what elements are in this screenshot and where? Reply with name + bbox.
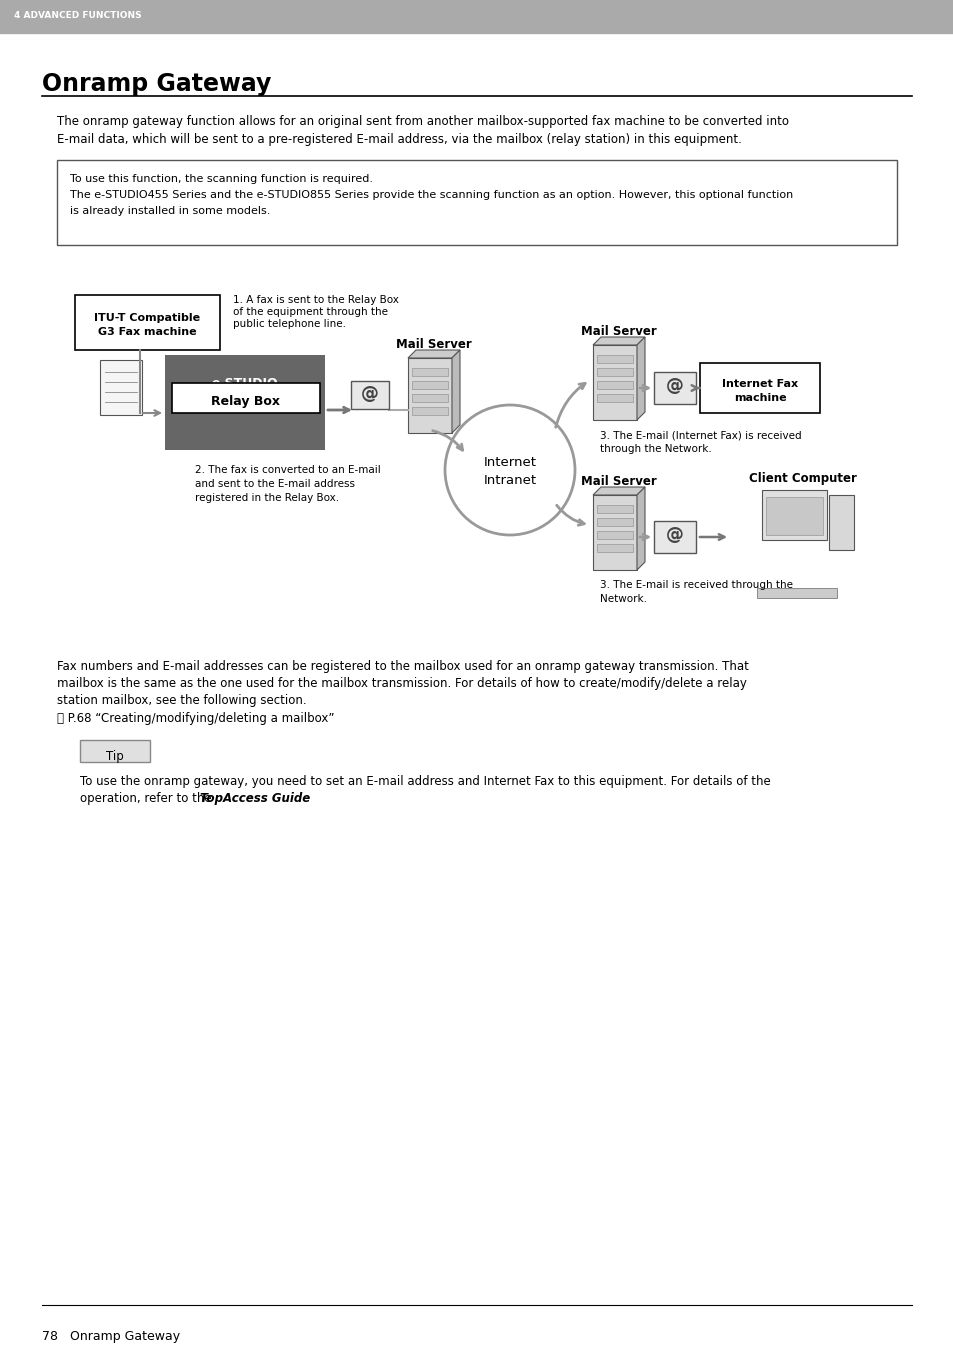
Text: through the Network.: through the Network. — [599, 444, 711, 454]
Polygon shape — [593, 486, 644, 494]
Text: The onramp gateway function allows for an original sent from another mailbox-sup: The onramp gateway function allows for a… — [57, 115, 788, 128]
Bar — [80, 740, 150, 762]
Bar — [828, 494, 854, 550]
Text: 4 ADVANCED FUNCTIONS: 4 ADVANCED FUNCTIONS — [14, 12, 141, 20]
Text: operation, refer to the: operation, refer to the — [80, 792, 215, 805]
Bar — [597, 367, 633, 376]
Text: ITU-T Compatible: ITU-T Compatible — [94, 313, 200, 323]
Text: Tip: Tip — [106, 750, 124, 763]
Text: Fax numbers and E-mail addresses can be registered to the mailbox used for an on: Fax numbers and E-mail addresses can be … — [57, 661, 748, 673]
Text: is already installed in some models.: is already installed in some models. — [70, 205, 270, 216]
Text: Mail Server: Mail Server — [580, 326, 657, 338]
Text: @: @ — [360, 385, 378, 403]
Bar — [412, 407, 448, 415]
Bar — [165, 355, 325, 450]
Bar — [412, 381, 448, 389]
Polygon shape — [408, 350, 459, 358]
Text: To use this function, the scanning function is required.: To use this function, the scanning funct… — [70, 174, 373, 184]
Text: mailbox is the same as the one used for the mailbox transmission. For details of: mailbox is the same as the one used for … — [57, 677, 746, 690]
Text: Internet: Internet — [483, 455, 536, 469]
Text: To use the onramp gateway, you need to set an E-mail address and Internet Fax to: To use the onramp gateway, you need to s… — [80, 775, 770, 788]
Text: 3. The E-mail (Internet Fax) is received: 3. The E-mail (Internet Fax) is received — [599, 430, 801, 440]
Bar — [597, 505, 633, 513]
Bar — [597, 517, 633, 526]
Text: TopAccess Guide: TopAccess Guide — [200, 792, 310, 805]
Bar — [761, 490, 826, 540]
Text: e-STUDIO: e-STUDIO — [212, 377, 278, 390]
Text: The e-STUDIO455 Series and the e-STUDIO855 Series provide the scanning function : The e-STUDIO455 Series and the e-STUDIO8… — [70, 190, 792, 200]
Text: Client Computer: Client Computer — [748, 471, 856, 485]
Bar — [597, 381, 633, 389]
Text: Intranet: Intranet — [483, 473, 536, 486]
Polygon shape — [593, 336, 644, 345]
Text: registered in the Relay Box.: registered in the Relay Box. — [194, 493, 338, 503]
Polygon shape — [637, 336, 644, 420]
Text: @: @ — [665, 526, 683, 544]
Text: 1. A fax is sent to the Relay Box: 1. A fax is sent to the Relay Box — [233, 295, 398, 305]
Text: and sent to the E-mail address: and sent to the E-mail address — [194, 480, 355, 489]
Text: 2. The fax is converted to an E-mail: 2. The fax is converted to an E-mail — [194, 465, 380, 476]
Text: of the equipment through the: of the equipment through the — [233, 307, 388, 317]
Bar — [654, 521, 696, 553]
Bar — [75, 295, 220, 350]
Bar — [700, 363, 820, 413]
Text: Relay Box: Relay Box — [212, 396, 280, 408]
Bar — [765, 497, 822, 535]
Bar — [0, 0, 953, 32]
Bar — [597, 544, 633, 553]
Bar — [57, 159, 896, 245]
Text: Mail Server: Mail Server — [395, 338, 472, 351]
Text: public telephone line.: public telephone line. — [233, 319, 346, 330]
Bar — [351, 381, 389, 409]
Bar — [412, 367, 448, 376]
Circle shape — [444, 405, 575, 535]
Text: Mail Server: Mail Server — [580, 476, 657, 488]
Text: ⌸ P.68 “Creating/modifying/deleting a mailbox”: ⌸ P.68 “Creating/modifying/deleting a ma… — [57, 712, 335, 725]
Bar — [172, 382, 319, 413]
Text: Internet Fax: Internet Fax — [721, 380, 798, 389]
Text: 78   Onramp Gateway: 78 Onramp Gateway — [42, 1329, 180, 1343]
Text: machine: machine — [733, 393, 785, 403]
Bar — [757, 588, 837, 598]
Bar — [597, 531, 633, 539]
Bar — [593, 494, 637, 570]
Bar — [654, 372, 696, 404]
Text: 3. The E-mail is received through the: 3. The E-mail is received through the — [599, 580, 792, 590]
Bar — [412, 394, 448, 403]
Bar — [408, 358, 452, 434]
Text: G3 Fax machine: G3 Fax machine — [98, 327, 196, 336]
Bar — [597, 355, 633, 363]
Text: Network.: Network. — [599, 594, 646, 604]
Text: station mailbox, see the following section.: station mailbox, see the following secti… — [57, 694, 306, 707]
Bar — [597, 394, 633, 403]
Bar — [100, 359, 142, 415]
Polygon shape — [452, 350, 459, 434]
Text: Onramp Gateway: Onramp Gateway — [42, 72, 271, 96]
Text: E-mail data, which will be sent to a pre-registered E-mail address, via the mail: E-mail data, which will be sent to a pre… — [57, 132, 741, 146]
Polygon shape — [637, 486, 644, 570]
Bar — [593, 345, 637, 420]
Text: @: @ — [665, 377, 683, 394]
